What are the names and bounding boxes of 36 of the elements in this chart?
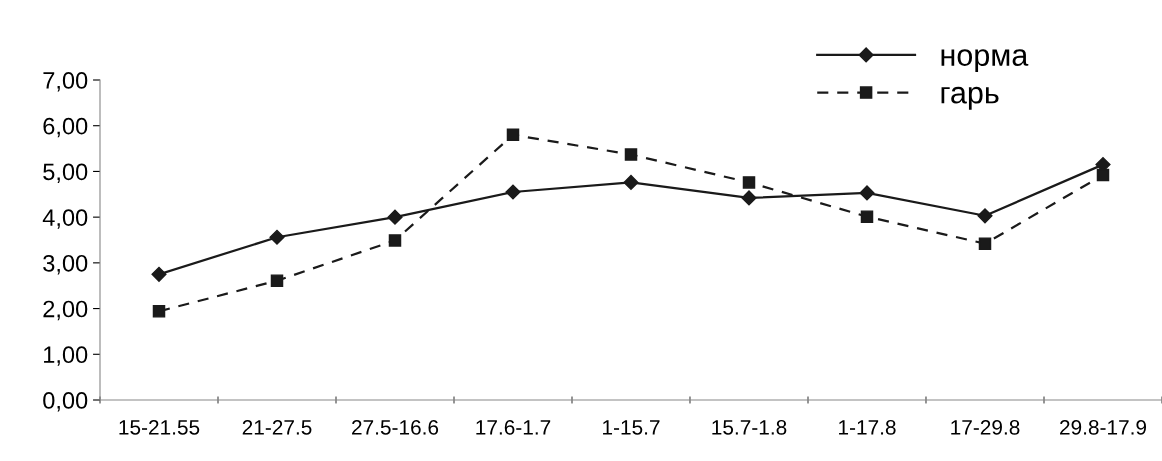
y-tick-label: 0,00 (43, 392, 88, 412)
point (624, 148, 638, 161)
point (388, 234, 402, 247)
point (270, 274, 284, 287)
y-tick-label: 7,00 (43, 72, 88, 92)
legend-label: гарь (941, 86, 999, 110)
point (741, 190, 757, 206)
x-tick-label: 15.7-1.8 (712, 419, 787, 435)
legend-label: норма (941, 49, 1029, 72)
x-tick-label: 27.5-16.6 (352, 419, 439, 435)
x-tick-label: 17-29.8 (951, 419, 1020, 435)
y-tick-label: 2,00 (43, 300, 88, 321)
x-tick-label: 1-15.7 (603, 420, 660, 435)
x-tick-label: 1-17.8 (839, 419, 896, 435)
y-tick-label: 6,00 (43, 117, 88, 138)
point (978, 237, 992, 250)
y-tick-label: 1,00 (44, 346, 88, 366)
point (152, 305, 166, 318)
y-tick-label: 4,00 (42, 209, 88, 229)
x-tick-label: 29.8-17.9 (1060, 419, 1147, 435)
x-tick-label: 17.6-1.7 (476, 419, 551, 435)
point (505, 184, 521, 200)
x-tick-label: 15-21.55 (119, 419, 200, 435)
point (977, 208, 993, 224)
point (387, 209, 403, 225)
y-tick-label: 5,00 (43, 163, 88, 184)
point (269, 229, 285, 245)
point (151, 266, 167, 282)
x-tick-label: 21-27.5 (242, 419, 312, 435)
point (860, 210, 874, 223)
point (859, 185, 875, 201)
y-tick-label: 3,00 (43, 254, 88, 275)
point (623, 174, 639, 190)
point (1096, 168, 1110, 182)
point (742, 176, 756, 189)
point (506, 128, 520, 142)
